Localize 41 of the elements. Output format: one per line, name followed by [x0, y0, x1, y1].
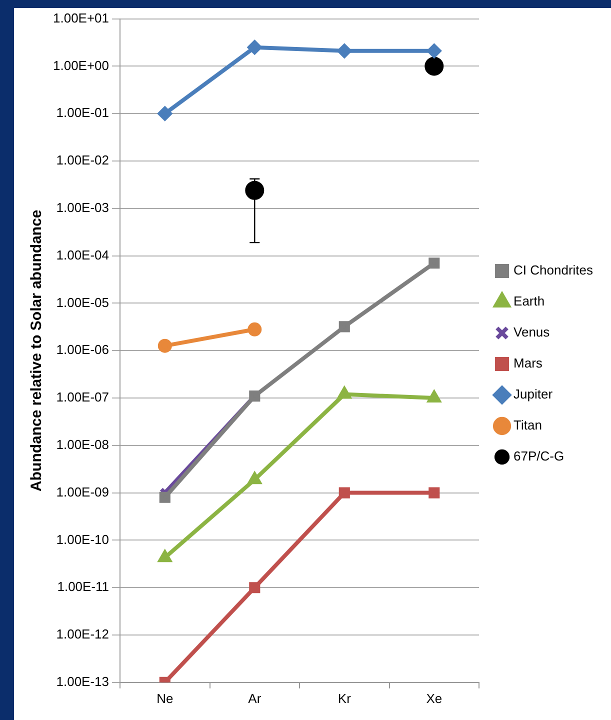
- x-tick-label: Kr: [338, 690, 352, 706]
- y-axis-title: Abundance relative to Solar abundance: [28, 210, 46, 492]
- legend-label: CI Chondrites: [514, 262, 594, 278]
- y-tick-label: 1.00E-12: [56, 626, 110, 642]
- point: [337, 44, 352, 58]
- legend-label: Venus: [514, 324, 550, 340]
- point: [158, 338, 172, 353]
- point: [338, 321, 350, 332]
- point: [424, 56, 444, 76]
- point: [427, 44, 442, 58]
- y-tick-label: 1.00E-01: [56, 105, 110, 120]
- y-tick-label: 1.00E-07: [56, 390, 110, 405]
- x-tick-label: Ar: [248, 690, 262, 706]
- point: [248, 322, 262, 336]
- point: [248, 40, 262, 54]
- y-tick-label: 1.00E-02: [56, 152, 110, 168]
- x-tick-label: Ne: [156, 690, 174, 706]
- point: [158, 106, 172, 121]
- y-tick-label: 1.00E-04: [56, 247, 110, 262]
- point: [159, 492, 170, 503]
- point: [428, 258, 440, 269]
- y-tick-label: 1.00E-03: [56, 200, 110, 215]
- y-tick-label: 1.00E-13: [56, 674, 110, 689]
- y-tick-label: 1.00E+01: [52, 10, 110, 26]
- y-tick-label: 1.00E+00: [52, 58, 110, 73]
- point: [245, 180, 264, 200]
- point: [338, 487, 350, 498]
- y-tick-label: 1.00E-11: [57, 579, 110, 594]
- point: [249, 582, 260, 594]
- legend-label: Titan: [514, 418, 542, 433]
- y-tick-label: 1.00E-10: [56, 532, 110, 547]
- point: [428, 487, 440, 498]
- x-tick-label: Xe: [426, 690, 442, 706]
- legend-label: Mars: [514, 356, 543, 371]
- legend-label: Earth: [514, 294, 545, 309]
- legend-label: Jupiter: [514, 386, 554, 402]
- legend-label: 67P/C-G: [514, 448, 564, 464]
- y-tick-label: 1.00E-06: [56, 342, 110, 358]
- y-tick-label: 1.00E-05: [56, 294, 110, 310]
- y-tick-label: 1.00E-09: [56, 484, 110, 500]
- y-tick-label: 1.00E-08: [56, 436, 110, 452]
